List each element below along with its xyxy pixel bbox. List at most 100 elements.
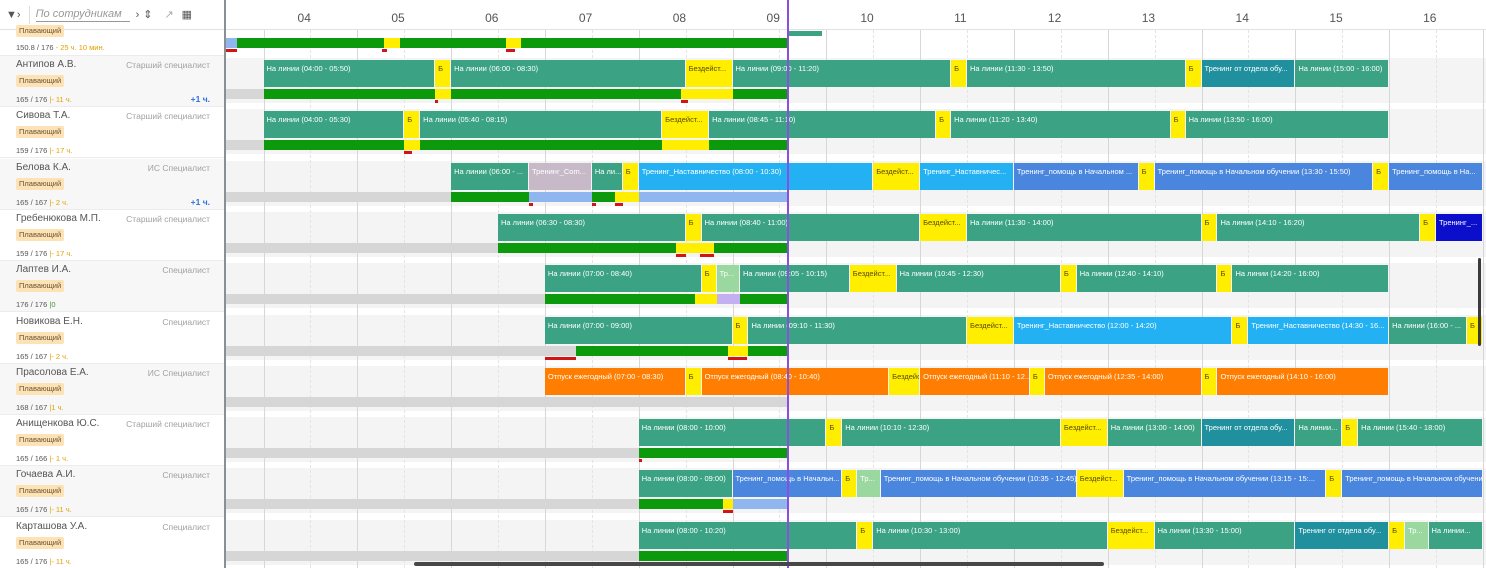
calendar-icon[interactable]: ▦ xyxy=(181,9,193,21)
plan-segment[interactable]: Б xyxy=(404,111,420,139)
employee-name[interactable]: Сивова Т.А. xyxy=(16,110,71,122)
plan-segment[interactable]: На линии (13:50 - 16:00) xyxy=(1185,111,1389,139)
employee-name[interactable]: Лаптев И.А. xyxy=(16,264,72,276)
employee-name[interactable]: Антипов А.В. xyxy=(16,59,77,70)
plan-segment[interactable]: Тренинг от отдела обу... xyxy=(1295,521,1389,549)
plan-segment[interactable]: На линии (09:10 - 11:30) xyxy=(748,316,966,344)
plan-segment[interactable]: На линии (10:10 - 12:30) xyxy=(842,419,1060,447)
plan-segment[interactable]: Бездейст... xyxy=(662,111,709,139)
plan-segment[interactable]: Б xyxy=(826,419,842,447)
plan-segment[interactable]: Бездейст... xyxy=(967,316,1013,344)
plan-segment[interactable]: На линии (15:00 - 16:00) xyxy=(1295,60,1389,87)
plan-segment[interactable]: На линии (12:40 - 14:10) xyxy=(1076,265,1217,293)
employee-name[interactable]: Прасолова Е.А. xyxy=(16,366,89,378)
plan-segment[interactable]: Б xyxy=(1373,162,1389,190)
employee-row[interactable]: Гребенюкова М.П. Старший специалист Плаваю… xyxy=(0,209,224,261)
plan-segment[interactable]: На линии (06:00 - 08:30) xyxy=(451,60,685,87)
plan-segment[interactable]: Б xyxy=(1342,419,1358,447)
plan-segment[interactable]: Тр... xyxy=(1405,521,1428,549)
employee-name[interactable]: Гребенюкова М.П. xyxy=(16,212,101,224)
plan-segment[interactable]: Б xyxy=(1217,265,1232,293)
plan-segment[interactable]: Отпуск ежегодный (12:35 - 14:00) xyxy=(1044,367,1201,395)
plan-segment[interactable]: На линии (04:00 - 05:50) xyxy=(263,60,435,87)
chevron-right-icon[interactable]: › xyxy=(135,8,140,21)
sort-icon[interactable]: ⇕ xyxy=(143,9,153,21)
employee-name[interactable]: Анищенкова Ю.С. xyxy=(16,418,100,430)
plan-segment[interactable]: На линии (14:20 - 16:00) xyxy=(1232,265,1389,293)
plan-segment[interactable]: Б xyxy=(1138,162,1154,190)
plan-segment[interactable]: Тренинг_Наставничес... xyxy=(920,162,1013,190)
employee-name[interactable]: Карташова У.А. xyxy=(16,520,88,532)
horizontal-scrollbar[interactable] xyxy=(414,562,1104,566)
plan-segment[interactable]: На линии... xyxy=(1428,521,1482,549)
plan-segment[interactable]: Бездейст... xyxy=(1060,419,1107,447)
plan-segment[interactable]: Б xyxy=(685,213,701,241)
plan-segment[interactable]: Б xyxy=(857,521,873,549)
plan-segment[interactable]: На линии (07:00 - 08:40) xyxy=(544,265,701,293)
plan-segment[interactable]: Отпуск ежегодный (11:10 - 12... xyxy=(920,367,1029,395)
employee-row[interactable]: Белова К.А. ИС Специалист Плавающий 165 / 1… xyxy=(0,158,224,210)
plan-segment[interactable]: Отпуск ежегодный (14:10 - 16:00) xyxy=(1217,367,1389,395)
plan-segment[interactable]: Б xyxy=(1185,60,1201,87)
plan-segment[interactable]: На линии (10:30 - 13:00) xyxy=(873,521,1107,549)
plan-segment[interactable]: Тренинг_помощь в На... xyxy=(1389,162,1482,190)
plan-segment[interactable]: Бездейст... xyxy=(889,367,920,395)
employee-filter-input[interactable]: По сотрудникам xyxy=(35,8,130,22)
vertical-scrollbar[interactable] xyxy=(1478,258,1481,346)
plan-segment[interactable]: Б xyxy=(435,60,451,87)
plan-segment[interactable]: Тренинг_Com... xyxy=(528,162,591,190)
plan-segment[interactable]: Тренинг_Наставничество (08:00 - 10:30) xyxy=(638,162,873,190)
employee-row[interactable]: Антипов А.В. Старший специалист Плавающий 1… xyxy=(0,56,224,107)
plan-segment[interactable]: На линии (15:40 - 18:00) xyxy=(1358,419,1482,447)
plan-segment[interactable]: Б xyxy=(951,60,966,87)
plan-segment[interactable]: На линии (13:30 - 15:00) xyxy=(1154,521,1295,549)
plan-segment[interactable]: Бездейст... xyxy=(873,162,920,190)
plan-segment[interactable]: На линии (09:00 - 11:20) xyxy=(732,60,951,87)
plan-segment[interactable]: На линии (04:00 - 05:30) xyxy=(263,111,404,139)
plan-segment[interactable]: Отпуск ежегодный (07:00 - 08:30) xyxy=(544,367,685,395)
plan-segment[interactable]: На линии (13:00 - 14:00) xyxy=(1107,419,1201,447)
employee-row[interactable]: Прасолова Е.А. ИС Специалист Плавающий 168 … xyxy=(0,363,224,415)
plan-segment[interactable]: Б xyxy=(685,367,701,395)
plan-segment[interactable]: На линии (07:00 - 09:00) xyxy=(544,316,732,344)
employee-row[interactable]: Карташова У.А. Специалист Плавающий 165 / 1… xyxy=(0,517,224,568)
plan-segment[interactable]: Бездейст... xyxy=(849,265,896,293)
plan-segment[interactable]: Б xyxy=(701,265,716,293)
plan-segment[interactable]: Б xyxy=(1201,213,1217,241)
plan-segment[interactable]: На линии (08:40 - 11:00) xyxy=(701,213,920,241)
plan-segment[interactable]: На линии (11:30 - 14:00) xyxy=(967,213,1201,241)
plan-segment[interactable]: На линии (08:45 - 11:10) xyxy=(709,111,936,139)
plan-segment[interactable]: Тренинг_помощь в Начальном обучении (13:… xyxy=(1154,162,1373,190)
plan-segment[interactable]: Тренинг_помощь в Начальном ... xyxy=(1013,162,1138,190)
plan-segment[interactable]: Б xyxy=(1420,213,1435,241)
plan-segment[interactable]: Бездейст... xyxy=(1107,521,1154,549)
plan-segment[interactable]: Тренинг_помощь в Начальном обучении (13:… xyxy=(1123,470,1326,498)
plan-segment[interactable]: На линии (11:30 - 13:50) xyxy=(967,60,1185,87)
panel-splitter[interactable] xyxy=(224,0,226,568)
plan-segment[interactable]: Б xyxy=(842,470,857,498)
plan-segment[interactable]: На линии (09:05 - 10:15) xyxy=(740,265,849,293)
plan-segment[interactable]: На линии... xyxy=(1295,419,1342,447)
plan-segment[interactable]: На линии (10:45 - 12:30) xyxy=(896,265,1060,293)
plan-segment[interactable]: Бездейст... xyxy=(1076,470,1123,498)
plan-segment[interactable]: Тренинг_Наставничество (12:00 - 14:20) xyxy=(1013,316,1232,344)
clear-filter-icon[interactable]: ↗ xyxy=(164,9,174,21)
plan-segment[interactable]: На линии (06:00 - ... xyxy=(451,162,528,190)
plan-segment[interactable]: Б xyxy=(1029,367,1044,395)
plan-segment[interactable]: Тренинг от отдела обу... xyxy=(1201,419,1295,447)
filter-icon[interactable]: ▼› xyxy=(6,8,21,21)
employee-row[interactable]: Анищенкова Ю.С. Старший специалист Плавающ… xyxy=(0,415,224,467)
plan-segment[interactable]: Б xyxy=(936,111,951,139)
employee-name[interactable]: Белова К.А. xyxy=(16,161,71,173)
plan-segment[interactable]: Б xyxy=(1170,111,1185,139)
employee-row[interactable]: Лаптев И.А. Специалист Плавающий 176 / 176 … xyxy=(0,261,224,313)
plan-segment[interactable]: Б xyxy=(622,162,638,190)
plan-segment[interactable]: На линии (11:20 - 13:40) xyxy=(951,111,1170,139)
employee-row[interactable]: Гочаева А.И. Специалист Плавающий 165 / 176… xyxy=(0,466,224,518)
plan-segment[interactable]: Б xyxy=(1389,521,1405,549)
plan-segment[interactable]: На линии (14:10 - 16:20) xyxy=(1217,213,1420,241)
plan-segment[interactable]: Бездейст... xyxy=(685,60,732,87)
plan-segment[interactable]: На линии (08:00 - 10:00) xyxy=(638,419,826,447)
plan-segment[interactable]: Б xyxy=(732,316,748,344)
plan-segment[interactable]: Тр... xyxy=(857,470,880,498)
